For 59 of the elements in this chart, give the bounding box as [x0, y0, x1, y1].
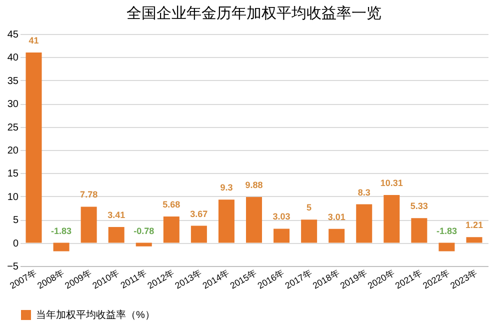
data-label: 41: [28, 36, 39, 46]
y-tick-label: 10: [7, 192, 19, 203]
x-tick-label: 2012年: [146, 268, 176, 291]
x-tick-label: 2008年: [36, 268, 66, 291]
bar: [328, 228, 345, 243]
x-tick-label: 2009年: [63, 268, 94, 291]
data-label: 3.03: [272, 212, 290, 222]
bar: [163, 216, 180, 243]
x-tick-label: 2020年: [366, 268, 396, 291]
bar: [246, 196, 262, 243]
legend-label: 当年加权平均收益率（%）: [36, 309, 155, 321]
bar: [218, 200, 234, 243]
data-label: 5.68: [162, 199, 180, 210]
bar: [301, 220, 318, 243]
data-label: 3.67: [190, 208, 208, 219]
data-label: 9.88: [245, 180, 263, 190]
bar: [26, 52, 42, 243]
y-tick-label: 45: [7, 30, 19, 40]
y-tick-label: 25: [7, 122, 19, 134]
bar: [411, 218, 428, 243]
x-tick-label: 2011年: [118, 268, 148, 290]
data-label: 8.3: [358, 187, 370, 198]
x-tick-label: 2010年: [90, 268, 121, 291]
x-tick-label: 2021年: [394, 268, 424, 291]
x-tick-label: 2022年: [421, 268, 452, 291]
y-tick-label: 5: [12, 215, 19, 226]
data-label: 5.33: [410, 201, 428, 212]
y-tick-label: 30: [7, 99, 19, 110]
y-tick-label: 40: [7, 52, 19, 64]
data-label: 3.41: [108, 210, 126, 220]
x-tick-label: 2023年: [448, 268, 479, 291]
data-label: 3.01: [328, 212, 346, 222]
data-label: 10.31: [380, 178, 403, 188]
data-label: 7.78: [80, 190, 98, 200]
bar: [356, 204, 372, 243]
y-tick-label: 0: [12, 238, 19, 250]
y-tick-label: 20: [7, 146, 19, 156]
bar: [384, 194, 400, 243]
x-tick-label: 2015年: [228, 268, 258, 291]
bar: [438, 242, 455, 252]
x-tick-label: 2013年: [173, 268, 204, 291]
data-label: 1.21: [465, 220, 483, 230]
data-label: -1.83: [51, 226, 72, 236]
bar: [466, 237, 482, 243]
y-tick-label: 35: [7, 76, 19, 87]
bar: [136, 242, 152, 246]
y-tick-label: 15: [7, 168, 19, 180]
x-tick-label: 2014年: [200, 268, 231, 291]
bar: [80, 206, 97, 243]
bar: [274, 228, 290, 243]
data-label: 5: [306, 202, 312, 213]
chart-title: 全国企业年金历年加权平均收益率一览: [126, 5, 382, 22]
bar: [53, 242, 70, 252]
data-label: -1.83: [436, 226, 457, 236]
bar: [190, 226, 207, 243]
bar: [108, 226, 124, 243]
data-label: 9.3: [220, 182, 233, 193]
data-label: -0.78: [134, 226, 154, 236]
y-tick-label: −5: [7, 262, 19, 272]
